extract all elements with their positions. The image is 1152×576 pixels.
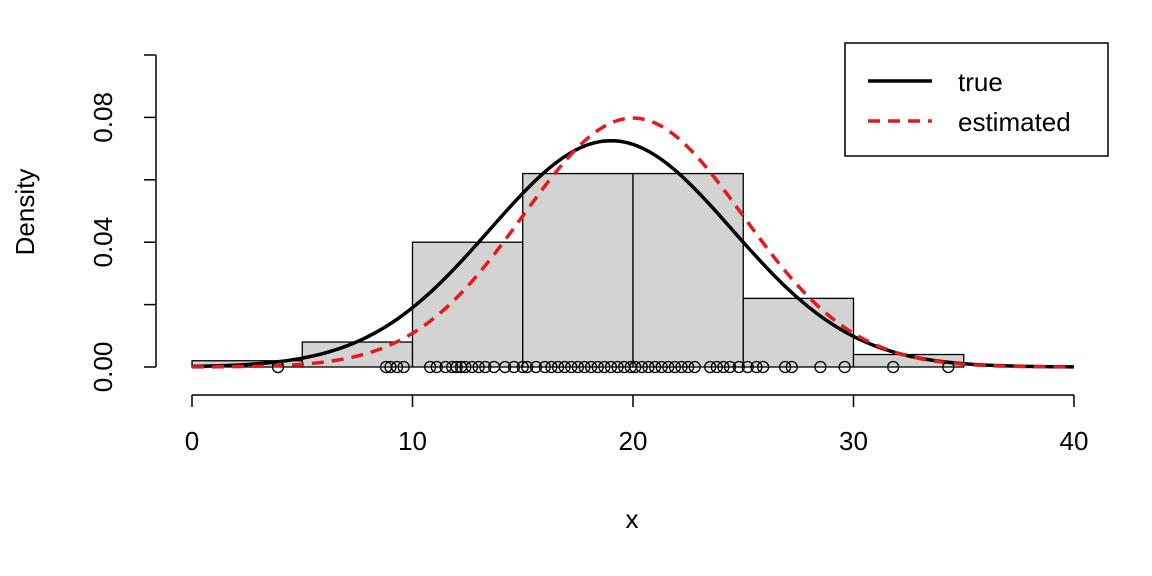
rug-point [785,360,798,374]
rug-point [571,360,585,374]
rug-point [942,360,955,374]
rug-point [681,360,695,374]
y-tick-label: 0.08 [88,92,118,143]
rug-point [611,360,624,374]
x-tick-label: 0 [185,426,199,456]
rug-point [750,360,763,374]
rug-point [271,360,285,374]
rug-point [516,360,529,374]
rug-point [498,360,512,374]
rug-point [838,360,851,374]
rug-point [668,360,682,374]
rug-point [430,360,443,374]
rug-point [472,360,485,374]
rug-point [756,360,770,374]
legend-estimated-label: estimated [958,107,1071,137]
rug-point [704,360,717,374]
rug-point [507,360,521,374]
rug-point [723,360,737,374]
rug-point [642,360,655,374]
rug-point [558,360,571,374]
rug-point [397,360,410,374]
rug-point [675,360,688,374]
rug-point [551,360,565,374]
rug-point [390,360,404,374]
rug-point [538,360,551,374]
rug-point [479,360,492,374]
rug-point [778,360,792,374]
histogram-bar-4 [632,172,744,368]
histogram-bar-3 [522,172,634,368]
legend-box [844,42,1109,157]
true-density-curve [191,138,1075,369]
rug-point [578,360,591,374]
rug-point [741,360,754,374]
rug-point [529,360,543,374]
rug-point [655,360,668,374]
rug-point [732,360,745,374]
rug-point [423,360,437,374]
x-tick-label: 40 [1060,426,1089,456]
x-axis-label: x [626,504,639,534]
rug-point [662,360,675,374]
estimated-density-curve [191,116,1075,369]
histogram-bars [191,172,965,368]
rug-points [271,360,955,374]
histogram-bar-5 [742,297,855,368]
y-tick-label: 0.04 [88,217,118,268]
rug-point [710,360,723,374]
y-axis: 0.00 0.04 0.08 [88,54,157,393]
rug-point [521,360,534,374]
rug-point [814,360,827,374]
rug-point [584,360,598,374]
x-tick-label: 10 [398,426,427,456]
rug-point [591,360,604,374]
density-curves [191,116,1075,369]
y-tick-label: 0.00 [88,342,118,393]
x-axis: 0 10 20 30 40 [185,394,1089,456]
rug-point [446,360,459,374]
x-tick-label: 30 [839,426,868,456]
rug-point [565,360,578,374]
rug-point [450,360,463,374]
rug-point [887,360,900,374]
rug-point [465,360,479,374]
rug-point [545,360,558,374]
rug-point [688,360,701,374]
rug-point [598,360,611,374]
legend: true estimated [844,42,1109,157]
rug-point [604,360,618,374]
histogram-bar-2 [411,241,524,368]
rug-point [384,360,397,374]
legend-true-label: true [958,67,1003,97]
rug-point [459,360,472,374]
x-tick-label: 20 [619,426,648,456]
rug-point [648,360,662,374]
rug-point [717,360,730,374]
rug-point [635,360,648,374]
rug-point [629,360,642,374]
y-axis-label: Density [10,169,40,256]
